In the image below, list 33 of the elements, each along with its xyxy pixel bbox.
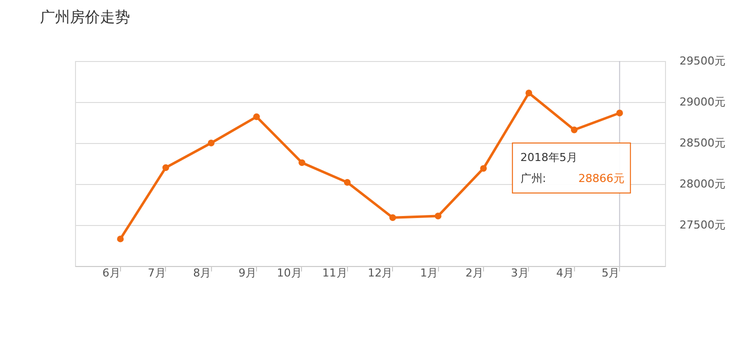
x-tick-label: 8月 (193, 266, 212, 280)
x-tick-label: 5月 (602, 266, 620, 280)
x-tick-label: 11月 (322, 266, 348, 280)
annotation: 广州: (520, 172, 546, 185)
x-tick-label: 1月 (420, 266, 438, 280)
y-tick-label: 28500元 (680, 136, 726, 150)
point (344, 179, 351, 186)
y-tick-label: 29500元 (680, 54, 726, 68)
point (208, 140, 215, 146)
x-tick-label: 10月 (276, 266, 302, 280)
point (162, 164, 170, 171)
point (570, 126, 578, 134)
x-tick-label: 4月 (556, 266, 574, 280)
point (616, 110, 623, 116)
point (389, 214, 396, 221)
x-tick-label: 6月 (102, 266, 120, 280)
x-tick-label: 7月 (148, 266, 166, 280)
x-tick-label: 9月 (238, 266, 257, 280)
point (253, 113, 260, 120)
point (480, 165, 487, 172)
point (117, 236, 124, 242)
x-tick-label: 3月 (510, 266, 529, 280)
annotation: 28866元 (578, 172, 624, 185)
point (298, 159, 306, 166)
x-tick-label: 12月 (368, 266, 393, 280)
x-tick-label: 2月 (465, 266, 484, 280)
chart-title: 广州房价走势 (40, 8, 130, 26)
point (525, 90, 532, 96)
y-tick-label: 28000元 (680, 178, 726, 190)
y-tick-label: 27500元 (680, 218, 726, 232)
annotation: 2018年5月 (520, 150, 578, 164)
y-tick-label: 29000元 (680, 96, 726, 108)
point (434, 212, 442, 220)
